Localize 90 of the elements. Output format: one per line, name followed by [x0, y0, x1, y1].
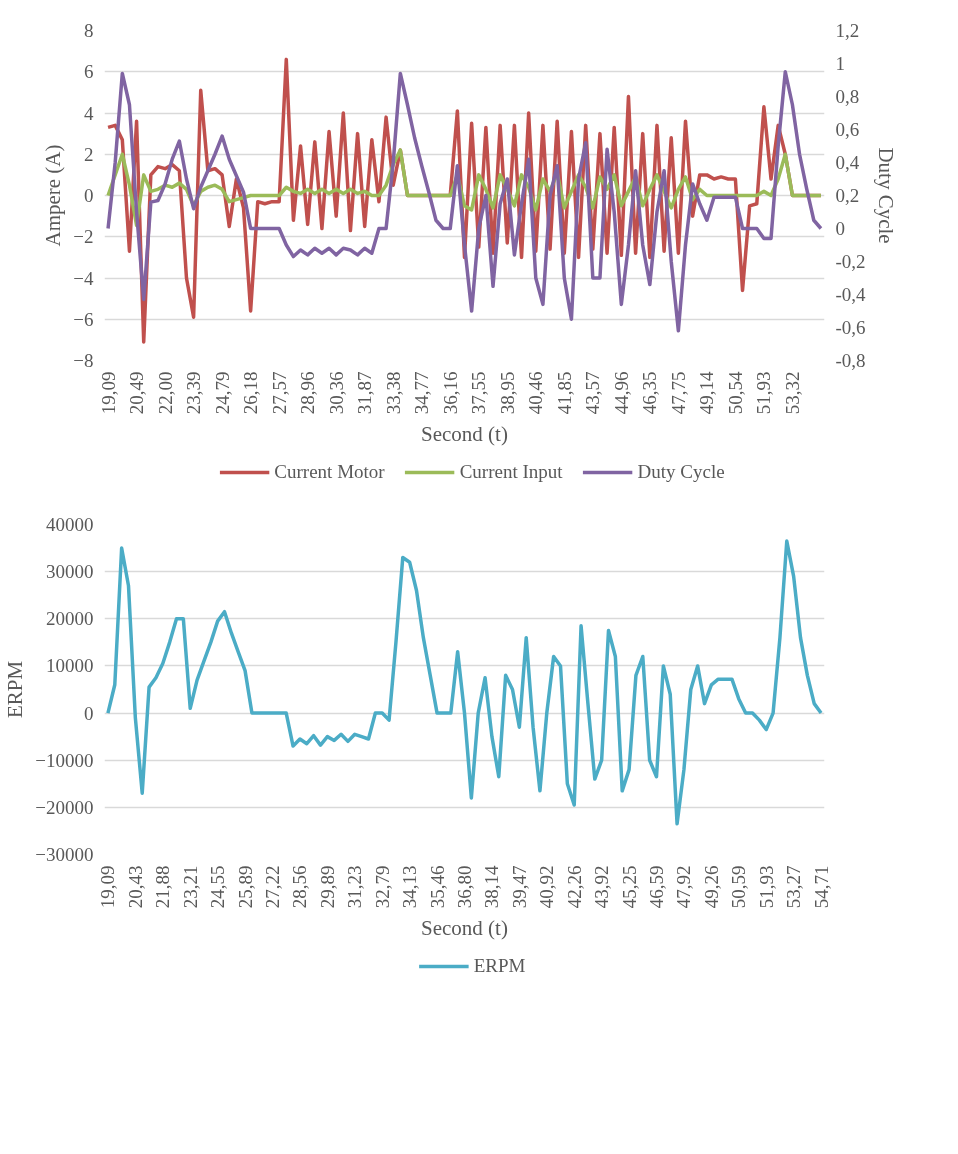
- y-axis-title: Ampere (A): [41, 144, 66, 247]
- x-tick-label: 51,93: [755, 865, 777, 909]
- y-tick-label: −30000: [35, 844, 94, 865]
- x-tick-label: 31,23: [344, 865, 366, 909]
- x-tick-label: 20,43: [124, 865, 146, 909]
- x-tick-label: 46,35: [639, 371, 661, 415]
- y-tick-label: 10000: [46, 655, 94, 677]
- x-axis-title: Second (t): [421, 916, 508, 941]
- x-tick-label: 31,87: [354, 371, 376, 415]
- line-series: [106, 539, 823, 826]
- x-tick-label: 54,71: [810, 865, 832, 909]
- x-tick-label: 34,77: [411, 371, 433, 415]
- legend-label: ERPM: [473, 954, 526, 977]
- x-tick-label: 39,47: [508, 865, 530, 909]
- x-tick-label: 43,57: [582, 371, 604, 415]
- y2-tick-label: 0,6: [835, 119, 860, 140]
- y2-tick-label: 1,2: [835, 20, 860, 41]
- y-tick-label: −20000: [35, 796, 94, 818]
- x-tick-label: 27,57: [268, 371, 290, 415]
- x-tick-label: 32,79: [371, 865, 393, 909]
- x-tick-label: 25,89: [234, 865, 256, 909]
- y-tick-label: 4: [84, 102, 94, 124]
- x-tick-label: 37,55: [468, 371, 490, 415]
- x-tick-label: 51,93: [753, 371, 775, 415]
- y-tick-label: 6: [84, 61, 94, 83]
- y2-tick-label: -0,4: [835, 284, 867, 305]
- y-tick-label: −6: [73, 308, 94, 330]
- legend-label: Current Motor: [274, 460, 385, 483]
- x-tick-label: 47,75: [667, 371, 689, 415]
- x-tick-label: 50,59: [728, 865, 750, 909]
- y-tick-label: 30000: [46, 561, 94, 583]
- y2-tick-label: 0,4: [835, 152, 860, 173]
- y-tick-label: −10000: [35, 749, 94, 771]
- x-tick-label: 35,46: [426, 865, 448, 909]
- legend-label: Duty Cycle: [637, 460, 725, 483]
- x-tick-label: 21,88: [152, 865, 174, 909]
- x-axis-title: Second (t): [421, 422, 508, 447]
- y2-axis-title: Duty Cycle: [873, 147, 898, 244]
- x-tick-label: 23,21: [179, 865, 201, 909]
- x-tick-label: 24,79: [211, 371, 233, 415]
- x-tick-label: 36,16: [439, 371, 461, 415]
- x-tick-label: 53,32: [781, 371, 803, 415]
- x-tick-label: 49,14: [696, 371, 718, 415]
- legend-label: Current Input: [459, 460, 563, 483]
- x-tick-label: 53,27: [783, 865, 805, 909]
- y-tick-label: −2: [73, 226, 94, 248]
- x-tick-label: 20,49: [126, 371, 148, 415]
- x-tick-label: 42,26: [563, 865, 585, 909]
- y-tick-label: 0: [84, 185, 94, 206]
- x-tick-label: 23,39: [183, 371, 205, 415]
- x-tick-label: 38,95: [496, 371, 518, 415]
- x-tick-label: 24,55: [207, 865, 229, 909]
- x-tick-label: 45,25: [618, 865, 640, 909]
- x-tick-label: 44,96: [610, 371, 632, 415]
- y-tick-label: 20000: [46, 608, 94, 630]
- x-tick-label: 36,80: [454, 865, 475, 909]
- y2-tick-label: -0,6: [835, 317, 866, 338]
- y-tick-label: −8: [73, 350, 94, 371]
- x-tick-label: 29,89: [316, 865, 338, 909]
- y-axis-title: ERPM: [3, 660, 28, 719]
- y2-tick-label: -0,2: [835, 251, 866, 272]
- x-tick-label: 41,85: [553, 371, 575, 415]
- x-tick-label: 28,96: [297, 371, 319, 415]
- x-tick-label: 40,92: [536, 865, 558, 909]
- x-tick-label: 19,09: [97, 371, 119, 415]
- y2-tick-label: -0,8: [835, 350, 866, 371]
- x-tick-label: 30,36: [325, 371, 347, 415]
- x-tick-label: 40,46: [525, 371, 547, 415]
- y2-tick-label: 1: [835, 53, 845, 74]
- x-tick-label: 27,22: [262, 865, 283, 909]
- y2-tick-label: 0,2: [835, 185, 860, 206]
- x-tick-label: 33,38: [382, 371, 404, 415]
- y-tick-label: 40000: [46, 514, 94, 535]
- x-tick-label: 46,59: [646, 865, 667, 909]
- x-tick-label: 47,92: [673, 865, 695, 909]
- x-tick-label: 28,56: [289, 865, 311, 909]
- x-tick-label: 38,14: [481, 865, 503, 909]
- x-tick-label: 50,54: [724, 371, 746, 415]
- x-tick-label: 43,92: [591, 865, 613, 909]
- y-tick-label: −4: [73, 267, 94, 289]
- x-tick-label: 22,00: [154, 371, 176, 415]
- y2-tick-label: 0: [835, 218, 845, 239]
- x-tick-label: 19,09: [97, 865, 119, 909]
- y-tick-label: 8: [84, 20, 94, 41]
- y-tick-label: 0: [84, 702, 94, 724]
- y-tick-label: 2: [84, 143, 94, 165]
- y2-tick-label: 0,8: [835, 86, 860, 107]
- x-tick-label: 34,13: [399, 865, 421, 909]
- x-tick-label: 26,18: [240, 371, 262, 415]
- x-tick-label: 49,26: [700, 865, 722, 909]
